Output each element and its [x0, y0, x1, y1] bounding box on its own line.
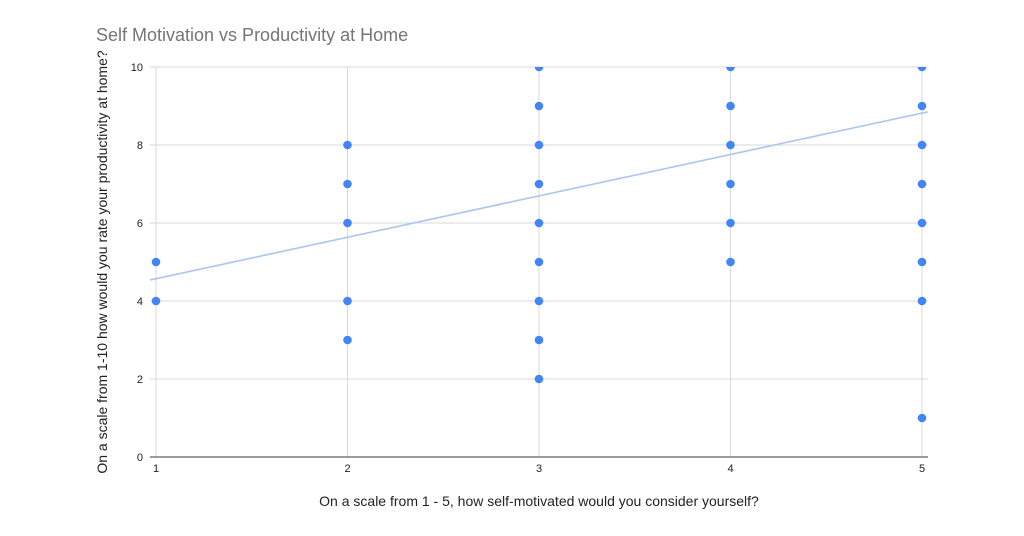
- trendline: [150, 111, 928, 281]
- x-tick-label: 5: [919, 463, 925, 475]
- data-point: [534, 101, 544, 111]
- data-point: [726, 140, 735, 150]
- data-point: [917, 257, 927, 267]
- data-point: [917, 67, 927, 72]
- x-tick-label: 3: [536, 463, 542, 475]
- data-point: [917, 101, 927, 111]
- data-point: [534, 140, 544, 150]
- data-point: [534, 67, 544, 72]
- data-point: [151, 296, 161, 306]
- x-tick-label: 1: [153, 463, 159, 475]
- data-point: [343, 179, 352, 189]
- x-axis-ticks: 1 2 3 4 5: [153, 463, 925, 475]
- y-axis-ticks: 0 2 4 6 8 10: [131, 62, 143, 464]
- data-point: [726, 257, 735, 267]
- data-point: [343, 140, 352, 150]
- x-tick-label: 4: [727, 463, 733, 475]
- data-point: [343, 218, 352, 228]
- y-tick-label: 6: [137, 218, 143, 230]
- data-point: [726, 218, 735, 228]
- data-point: [917, 296, 927, 306]
- data-point: [534, 257, 544, 267]
- y-tick-label: 10: [131, 62, 143, 74]
- y-tick-label: 0: [137, 452, 143, 464]
- y-axis-label: On a scale from 1-10 how would you rate …: [94, 50, 110, 474]
- y-tick-label: 4: [137, 296, 143, 308]
- data-point: [917, 140, 927, 150]
- x-axis-label: On a scale from 1 - 5, how self-motivate…: [319, 493, 759, 509]
- data-point: [726, 101, 735, 111]
- data-point: [917, 218, 927, 228]
- data-point: [726, 67, 735, 72]
- data-point: [343, 335, 352, 345]
- data-point: [917, 179, 927, 189]
- data-point: [534, 335, 544, 345]
- y-tick-label: 8: [137, 140, 143, 152]
- data-point: [534, 179, 544, 189]
- chart-title: Self Motivation vs Productivity at Home: [96, 25, 408, 45]
- data-point: [343, 296, 352, 306]
- data-point: [151, 257, 161, 267]
- data-point: [534, 218, 544, 228]
- data-points: [151, 67, 927, 423]
- data-point: [726, 179, 735, 189]
- x-tick-label: 2: [344, 463, 350, 475]
- y-tick-label: 2: [137, 374, 143, 386]
- data-point: [534, 296, 544, 306]
- data-point: [534, 374, 544, 384]
- data-point: [917, 413, 927, 423]
